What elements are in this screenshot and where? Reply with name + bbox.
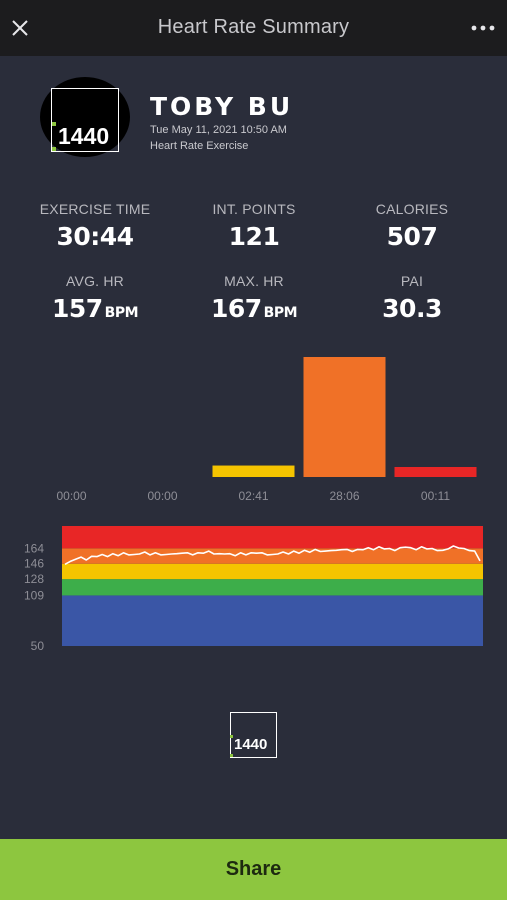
stat-number: 157	[51, 294, 103, 323]
footer-logo: 1440	[228, 710, 280, 760]
workout-type: Heart Rate Exercise	[150, 140, 249, 152]
avatar-logo-text: 1440	[56, 123, 112, 149]
logo-frame	[51, 88, 119, 152]
stat-pai: PAI 30.3	[332, 273, 492, 323]
stat-value: 121	[228, 222, 280, 251]
hr-zone-band	[62, 595, 483, 646]
stat-value: 30.3	[382, 294, 442, 323]
stat-int-points: INT. POINTS 121	[174, 201, 334, 251]
page-title: Heart Rate Summary	[157, 16, 350, 38]
zone-bar	[394, 467, 477, 477]
stat-label: AVG. HR	[66, 273, 124, 289]
stat-label: EXERCISE TIME	[39, 201, 151, 217]
logo-dot	[52, 122, 56, 126]
hr-axis-tick: 128	[24, 572, 44, 586]
share-button[interactable]: Share	[0, 839, 507, 900]
share-label: Share	[225, 858, 282, 880]
stat-label: PAI	[400, 273, 424, 289]
avatar: 1440	[40, 77, 130, 157]
zone-bar	[212, 465, 295, 477]
zone-bar-label: 00:00	[56, 489, 86, 503]
zone-bar-label: 00:11	[421, 489, 450, 503]
footer-logo-text: 1440	[233, 736, 269, 753]
hr-zone-band	[62, 579, 483, 596]
logo-dot	[230, 735, 233, 738]
zone-bar	[303, 357, 386, 477]
hr-zone-band	[62, 526, 483, 549]
stat-unit: BPM	[263, 305, 298, 321]
zone-bar-label: 28:06	[329, 489, 359, 503]
stat-max-hr: MAX. HR 167 BPM	[174, 273, 334, 323]
logo-dot	[52, 147, 56, 151]
close-button[interactable]	[6, 14, 34, 42]
hr-axis-tick: 164	[24, 541, 44, 555]
stat-label: INT. POINTS	[212, 201, 296, 217]
stat-exercise-time: EXERCISE TIME 30:44	[15, 201, 175, 251]
top-bar: Heart Rate Summary	[0, 0, 507, 56]
hr-zone-band	[62, 548, 483, 564]
stat-value: 167 BPM	[174, 294, 334, 323]
hr-axis-tick: 50	[31, 639, 45, 653]
stat-label: MAX. HR	[224, 273, 284, 289]
hr-zone-band	[62, 563, 483, 580]
zone-bar-label: 02:41	[238, 489, 268, 503]
stat-value: 30:44	[56, 222, 134, 251]
user-name: TOBY BU	[150, 92, 294, 121]
stat-value: 507	[386, 222, 438, 251]
zone-bar-label: 00:00	[147, 489, 177, 503]
stat-number: 167	[210, 294, 262, 323]
stat-calories: CALORIES 507	[332, 201, 492, 251]
stat-value: 157 BPM	[15, 294, 175, 323]
stat-avg-hr: AVG. HR 157 BPM	[15, 273, 175, 323]
hr-axis-tick: 146	[24, 557, 44, 571]
logo-dot	[230, 754, 233, 757]
hr-axis-tick: 109	[24, 588, 44, 602]
workout-datetime: Tue May 11, 2021 10:50 AM	[150, 124, 287, 136]
close-icon	[12, 20, 28, 36]
stat-unit: BPM	[104, 305, 139, 321]
stat-label: CALORIES	[375, 201, 449, 217]
more-options-icon	[471, 25, 495, 31]
more-options-button[interactable]	[469, 16, 497, 40]
hr-line	[64, 545, 481, 566]
zone-time-bar-chart: 00:00 00:00 02:41 28:06 00:11	[56, 357, 477, 503]
